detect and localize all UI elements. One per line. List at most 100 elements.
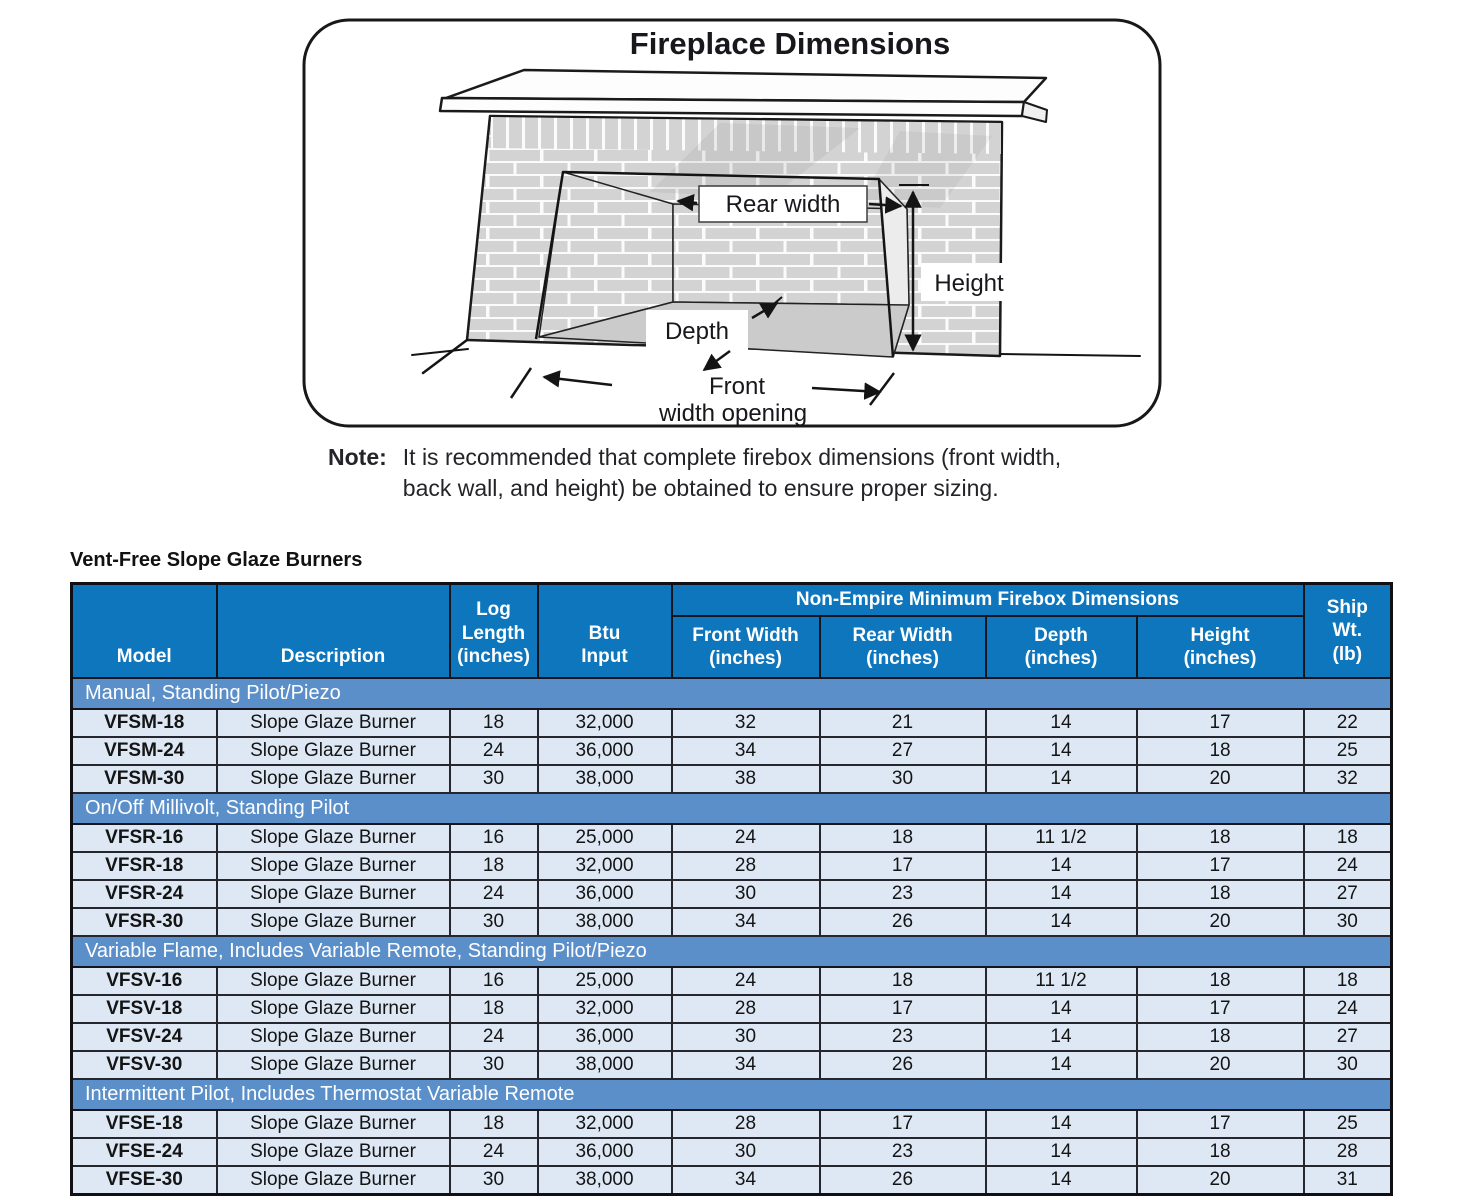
table-cell: 18 <box>448 708 539 738</box>
table-cell: 11 1/2 <box>984 823 1138 853</box>
table-cell: 20 <box>1135 1050 1305 1080</box>
table-cell: 32,000 <box>536 1109 673 1139</box>
table-cell: 18 <box>818 823 987 853</box>
table-row: VFSM-30 Slope Glaze Burner 30 38,000 38 30 14 2… <box>70 764 1393 794</box>
table-row: VFSE-18 Slope Glaze Burner 18 32,000 28 17 14 1… <box>70 1109 1393 1139</box>
table-cell: 24 <box>448 736 539 766</box>
table-cell: 18 <box>1135 823 1305 853</box>
table-cell: 36,000 <box>536 1022 673 1052</box>
col-header-depth: Depth (inches) <box>984 615 1138 679</box>
table-cell: 17 <box>1135 708 1305 738</box>
table-cell: Slope Glaze Burner <box>215 1050 451 1080</box>
cell-model: VFSR-16 <box>70 823 218 853</box>
col-header-front-width: Front Width (inches) <box>670 615 821 679</box>
col-group-firebox-dimensions: Non-Empire Minimum Firebox Dimensions <box>670 582 1305 617</box>
table-body: Manual, Standing Pilot/Piezo VFSM-18 Slope… <box>70 677 1393 1196</box>
table-cell: 18 <box>1135 879 1305 909</box>
table-cell: 24 <box>670 823 821 853</box>
table-cell: Slope Glaze Burner <box>215 736 451 766</box>
section-label: Intermittent Pilot, Includes Thermostat … <box>70 1078 1393 1111</box>
cell-model: VFSV-24 <box>70 1022 218 1052</box>
table-cell: 36,000 <box>536 736 673 766</box>
table-row: VFSV-24 Slope Glaze Burner 24 36,000 30 23 14 1… <box>70 1022 1393 1052</box>
table-cell: 26 <box>818 1050 987 1080</box>
table-row: VFSR-18 Slope Glaze Burner 18 32,000 28 17 14 1… <box>70 851 1393 881</box>
table-cell: 36,000 <box>536 879 673 909</box>
rear-width-label: Rear width <box>726 191 841 218</box>
table-cell: 23 <box>818 1022 987 1052</box>
cell-model: VFSV-30 <box>70 1050 218 1080</box>
table-cell: 24 <box>1302 994 1393 1024</box>
table-cell: 31 <box>1302 1165 1393 1196</box>
table-cell: Slope Glaze Burner <box>215 1165 451 1196</box>
table-cell: 24 <box>448 1022 539 1052</box>
col-header-height: Height (inches) <box>1135 615 1305 679</box>
cell-model: VFSR-24 <box>70 879 218 909</box>
table-cell: 17 <box>818 1109 987 1139</box>
table-cell: 18 <box>448 851 539 881</box>
table-cell: 24 <box>670 966 821 996</box>
col-header-log-length: Log Length (inches) <box>448 582 539 679</box>
table-cell: 30 <box>448 764 539 794</box>
table-title: Vent-Free Slope Glaze Burners <box>70 549 363 571</box>
table-cell: 23 <box>818 879 987 909</box>
table-cell: 16 <box>448 966 539 996</box>
section-label: Manual, Standing Pilot/Piezo <box>70 677 1393 710</box>
depth-label: Depth <box>665 318 729 345</box>
rear-width-annotation: Rear width <box>676 185 903 223</box>
section-header-row: Intermittent Pilot, Includes Thermostat … <box>70 1078 1393 1111</box>
note: Note: It is recommended that complete fi… <box>328 442 1158 504</box>
table-cell: 14 <box>984 907 1138 937</box>
col-header-description: Description <box>215 582 451 679</box>
table-cell: Slope Glaze Burner <box>215 879 451 909</box>
table-cell: 26 <box>818 907 987 937</box>
table-cell: Slope Glaze Burner <box>215 966 451 996</box>
table-cell: 27 <box>1302 1022 1393 1052</box>
table-cell: 20 <box>1135 907 1305 937</box>
table-row: VFSR-16 Slope Glaze Burner 16 25,000 24 18 11 … <box>70 823 1393 853</box>
table-cell: 18 <box>448 994 539 1024</box>
table-cell: 27 <box>1302 879 1393 909</box>
table-cell: Slope Glaze Burner <box>215 907 451 937</box>
table-cell: 32,000 <box>536 708 673 738</box>
table-cell: 28 <box>670 994 821 1024</box>
fireplace-diagram: Fireplace Dimensions <box>302 18 1162 428</box>
ground-lines <box>411 338 1141 375</box>
table-cell: 20 <box>1135 764 1305 794</box>
table-cell: 14 <box>984 1050 1138 1080</box>
table-cell: 30 <box>670 1137 821 1167</box>
table-cell: 14 <box>984 736 1138 766</box>
table-cell: 28 <box>670 1109 821 1139</box>
table-cell: 14 <box>984 708 1138 738</box>
table-cell: 18 <box>1135 1022 1305 1052</box>
cell-model: VFSR-30 <box>70 907 218 937</box>
header-row-sub: Front Width (inches) Rear Width (inches)… <box>72 615 1392 679</box>
front-width-label-line2: width opening <box>658 400 807 427</box>
table-row: VFSV-30 Slope Glaze Burner 30 38,000 34 26 14 2… <box>70 1050 1393 1080</box>
table-cell: 30 <box>1302 1050 1393 1080</box>
table-cell: 22 <box>1302 708 1393 738</box>
table-cell: 24 <box>448 879 539 909</box>
table-row: VFSV-18 Slope Glaze Burner 18 32,000 28 17 14 1… <box>70 994 1393 1024</box>
table-cell: 32 <box>670 708 821 738</box>
burners-spec-table: Model Description Log Length (inches) Bt… <box>70 582 1394 1196</box>
table-cell: 18 <box>448 1109 539 1139</box>
table-cell: 30 <box>448 1050 539 1080</box>
table-cell: 32,000 <box>536 851 673 881</box>
table-cell: 24 <box>448 1137 539 1167</box>
table-row: VFSV-16 Slope Glaze Burner 16 25,000 24 18 11 … <box>70 966 1393 996</box>
table-cell: 28 <box>1302 1137 1393 1167</box>
table-cell: 25,000 <box>536 823 673 853</box>
table-row: VFSR-24 Slope Glaze Burner 24 36,000 30 23 14 1… <box>70 879 1393 909</box>
table-cell: Slope Glaze Burner <box>215 1022 451 1052</box>
section-header-row: Variable Flame, Includes Variable Remote… <box>70 935 1393 968</box>
table-cell: 38,000 <box>536 1165 673 1196</box>
note-text: It is recommended that complete firebox … <box>402 444 1062 501</box>
table-cell: 34 <box>670 1050 821 1080</box>
table-cell: Slope Glaze Burner <box>215 823 451 853</box>
table-cell: 14 <box>984 994 1138 1024</box>
table-cell: Slope Glaze Burner <box>215 994 451 1024</box>
cell-model: VFSM-18 <box>70 708 218 738</box>
table-cell: 17 <box>1135 994 1305 1024</box>
table-cell: 25 <box>1302 736 1393 766</box>
